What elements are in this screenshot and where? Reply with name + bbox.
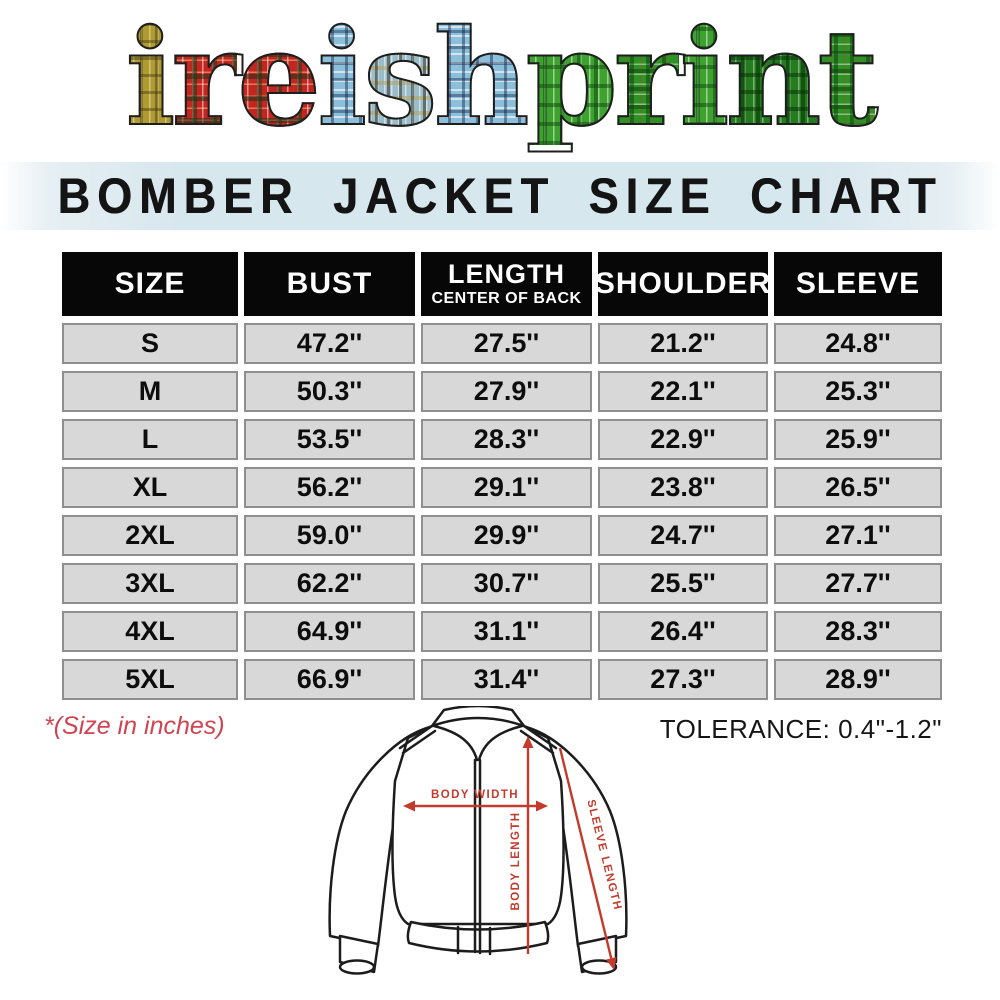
column-header-shoulder: SHOULDER — [594, 252, 772, 316]
logo-letter: e — [236, 1, 322, 156]
column-header-length: LENGTH CENTER OF BACK — [421, 252, 592, 316]
shoulder-seam-right — [519, 724, 558, 755]
size-chart-table: SIZE BUST LENGTH CENTER OF BACK SHOULDER… — [62, 252, 942, 700]
table-cell-sleeve: 24.8'' — [774, 323, 942, 364]
table-cell-size: S — [62, 323, 238, 364]
table-cell-size: XL — [62, 467, 238, 508]
table-cell-sleeve: 28.3'' — [774, 611, 942, 652]
column-header-sleeve: SLEEVE — [774, 252, 942, 316]
logo-letter: r — [171, 1, 243, 156]
zipper — [473, 758, 482, 955]
body-length-label: BODY LENGTH — [510, 812, 522, 911]
table-cell-shoulder: 22.9'' — [598, 419, 768, 460]
jacket-diagram: BODY WIDTH BODY LENGTH SLEEVE LENGTH — [318, 704, 658, 1000]
right-cuff-opening — [580, 959, 618, 975]
size-unit-note: *(Size in inches) — [44, 712, 225, 740]
header-label: LENGTH — [448, 259, 565, 289]
table-cell-bust: 66.9'' — [244, 659, 415, 700]
logo-letter: p — [525, 1, 619, 156]
logo-letter: h — [433, 1, 531, 156]
table-cell-sleeve: 25.9'' — [774, 419, 942, 460]
table-cell-bust: 59.0'' — [244, 515, 415, 556]
table-cell-bust: 56.2'' — [244, 467, 415, 508]
header-label: SHOULDER — [594, 267, 772, 300]
title-banner: BOMBER JACKET SIZE CHART — [0, 162, 1000, 230]
bottom-section: *(Size in inches) TOLERANCE: 0.4"-1.2" — [0, 704, 1000, 1000]
header-sublabel: CENTER OF BACK — [431, 290, 582, 307]
table-cell-length: 30.7'' — [421, 563, 592, 604]
table-cell-size: 3XL — [62, 563, 238, 604]
table-cell-sleeve: 27.1'' — [774, 515, 942, 556]
table-cell-length: 27.5'' — [421, 323, 592, 364]
table-cell-bust: 50.3'' — [244, 371, 415, 412]
table-cell-sleeve: 27.7'' — [774, 563, 942, 604]
table-cell-size: M — [62, 371, 238, 412]
table-cell-bust: 64.9'' — [244, 611, 415, 652]
table-cell-shoulder: 23.8'' — [598, 467, 768, 508]
table-cell-size: 5XL — [62, 659, 238, 700]
table-cell-length: 31.4'' — [421, 659, 592, 700]
table-cell-size: 2XL — [62, 515, 238, 556]
table-cell-length: 28.3'' — [421, 419, 592, 460]
table-cell-shoulder: 21.2'' — [598, 323, 768, 364]
table-cell-length: 31.1'' — [421, 611, 592, 652]
shoulder-seam-left — [398, 724, 437, 755]
table-cell-shoulder: 24.7'' — [598, 515, 768, 556]
header-label: BUST — [286, 267, 373, 300]
header-label: SLEEVE — [795, 267, 921, 300]
tolerance-note: TOLERANCE: 0.4"-1.2" — [659, 714, 942, 744]
left-cuff-opening — [338, 959, 376, 975]
lapel-right — [477, 724, 524, 762]
table-cell-sleeve: 25.3'' — [774, 371, 942, 412]
logo-letter: r — [613, 1, 685, 156]
jacket-body — [391, 715, 565, 926]
table-cell-sleeve: 26.5'' — [774, 467, 942, 508]
header-label: SIZE — [114, 267, 186, 300]
table-cell-bust: 62.2'' — [244, 563, 415, 604]
table-cell-length: 29.1'' — [421, 467, 592, 508]
column-header-size: SIZE — [62, 252, 238, 316]
table-cell-bust: 53.5'' — [244, 419, 415, 460]
table-cell-bust: 47.2'' — [244, 323, 415, 364]
sleeve-length-arrow — [558, 747, 617, 970]
table-cell-shoulder: 22.1'' — [598, 371, 768, 412]
collar — [430, 704, 526, 728]
table-cell-shoulder: 27.3'' — [598, 659, 768, 700]
table-cell-size: 4XL — [62, 611, 238, 652]
body-length-arrow — [522, 736, 534, 954]
page-title: BOMBER JACKET SIZE CHART — [57, 166, 943, 224]
table-cell-shoulder: 26.4'' — [598, 611, 768, 652]
logo-letter: n — [725, 1, 823, 156]
table-cell-length: 27.9'' — [421, 371, 592, 412]
logo-letter: s — [362, 1, 438, 156]
body-width-label: BODY WIDTH — [431, 789, 519, 801]
table-cell-sleeve: 28.9'' — [774, 659, 942, 700]
brand-logo: i r e i s h p r i n t — [0, 0, 1000, 150]
logo-letter: i — [124, 1, 176, 156]
lapel-left — [432, 724, 479, 762]
column-header-bust: BUST — [244, 252, 415, 316]
logo-letter: i — [678, 1, 730, 156]
table-cell-size: L — [62, 419, 238, 460]
table-cell-shoulder: 25.5'' — [598, 563, 768, 604]
body-width-arrow — [403, 800, 548, 812]
logo-letter: i — [316, 1, 368, 156]
logo-letter: t — [817, 1, 880, 156]
table-cell-length: 29.9'' — [421, 515, 592, 556]
jacket-measurement-svg: BODY WIDTH BODY LENGTH SLEEVE LENGTH — [328, 704, 628, 975]
